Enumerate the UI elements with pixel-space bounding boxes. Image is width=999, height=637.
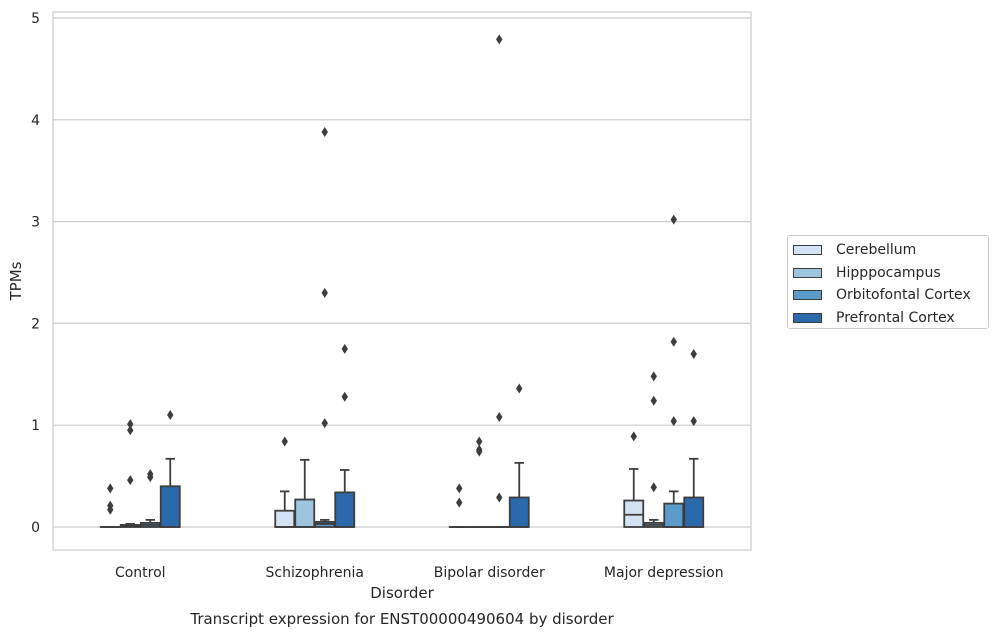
legend-label: Prefrontal Cortex	[836, 309, 955, 326]
outlier-point	[496, 34, 503, 45]
x-axis-label: Disorder	[370, 584, 434, 602]
box-2-2	[488, 34, 510, 528]
box-body	[294, 498, 316, 528]
outlier-point	[670, 336, 677, 347]
y-tick-label: 0	[31, 520, 40, 536]
outlier-point	[516, 383, 523, 394]
box-body	[508, 496, 530, 528]
outlier-point	[670, 416, 677, 427]
plot-area	[52, 11, 752, 551]
legend-label: Orbitofontal Cortex	[836, 287, 971, 304]
legend-swatch	[793, 267, 822, 278]
legend-item-orbitofrontal-cortex: Orbitofontal Cortex	[793, 284, 988, 307]
outlier-point	[690, 348, 697, 359]
outlier-point	[456, 497, 463, 508]
box-1-3	[643, 371, 665, 528]
outlier-point	[281, 436, 288, 447]
outlier-point	[496, 412, 503, 423]
y-tick-labels: 0 1 2 3 4 5	[31, 11, 40, 536]
y-tick-label: 1	[31, 418, 40, 434]
outlier-point	[147, 472, 154, 483]
legend: Cerebellum Hipppocampus Orbitofontal Cor…	[787, 235, 989, 329]
legend-label: Cerebellum	[836, 242, 917, 259]
y-axis-label: TPMs	[7, 261, 25, 301]
box-1-0	[119, 419, 141, 528]
outlier-point	[321, 127, 328, 138]
legend-swatch	[793, 290, 822, 301]
x-tick-label: Control	[115, 565, 166, 581]
box-body	[623, 499, 645, 528]
y-tick-label: 4	[31, 113, 40, 129]
box-2-3	[663, 214, 685, 528]
box-body	[663, 502, 685, 528]
box-0-0	[99, 483, 121, 528]
box-marks	[99, 34, 705, 528]
legend-label: Hipppocampus	[836, 264, 941, 281]
x-tick-label: Schizophrenia	[266, 565, 364, 581]
outlier-point	[167, 410, 174, 421]
outlier-point	[107, 504, 114, 515]
x-tick-labels: Control Schizophrenia Bipolar disorder Majo…	[115, 565, 724, 581]
box-body	[159, 485, 181, 528]
chart-title: Transcript expression for ENST0000049060…	[189, 610, 614, 628]
box-0-1	[274, 436, 296, 528]
outlier-point	[127, 419, 134, 430]
legend-item-cerebellum: Cerebellum	[793, 239, 988, 262]
box-1-2	[468, 436, 490, 528]
box-3-3	[683, 348, 705, 528]
outlier-point	[107, 483, 114, 494]
outlier-point	[456, 483, 463, 494]
box-body	[334, 491, 356, 528]
box-1-1	[294, 458, 316, 528]
y-tick-label: 3	[31, 215, 40, 231]
outlier-point	[321, 287, 328, 298]
legend-swatch	[793, 245, 822, 256]
outlier-point	[127, 475, 134, 486]
outlier-point	[496, 492, 503, 503]
box-2-1	[314, 127, 336, 528]
box-3-1	[334, 343, 356, 528]
outlier-point	[650, 482, 657, 493]
box-body	[683, 496, 705, 528]
outlier-point	[650, 395, 657, 406]
legend-item-hippocampus: Hipppocampus	[793, 262, 988, 285]
outlier-point	[341, 343, 348, 354]
outlier-point	[341, 391, 348, 402]
outlier-point	[476, 446, 483, 457]
legend-item-prefrontal-cortex: Prefrontal Cortex	[793, 307, 988, 330]
box-0-3	[623, 431, 645, 528]
outlier-point	[670, 214, 677, 225]
legend-swatch	[793, 312, 822, 323]
y-tick-label: 2	[31, 316, 40, 332]
x-tick-label: Major depression	[604, 565, 724, 581]
box-3-2	[508, 383, 530, 528]
outlier-point	[321, 418, 328, 429]
outlier-point	[690, 416, 697, 427]
outlier-point	[630, 431, 637, 442]
box-body	[274, 509, 296, 528]
x-tick-label: Bipolar disorder	[434, 565, 545, 581]
box-3-0	[159, 410, 181, 528]
box-2-0	[139, 469, 161, 528]
outlier-point	[650, 371, 657, 382]
y-tick-label: 5	[31, 11, 40, 27]
outlier-point	[476, 436, 483, 447]
box-0-2	[448, 483, 470, 528]
outlier-point	[127, 425, 134, 436]
